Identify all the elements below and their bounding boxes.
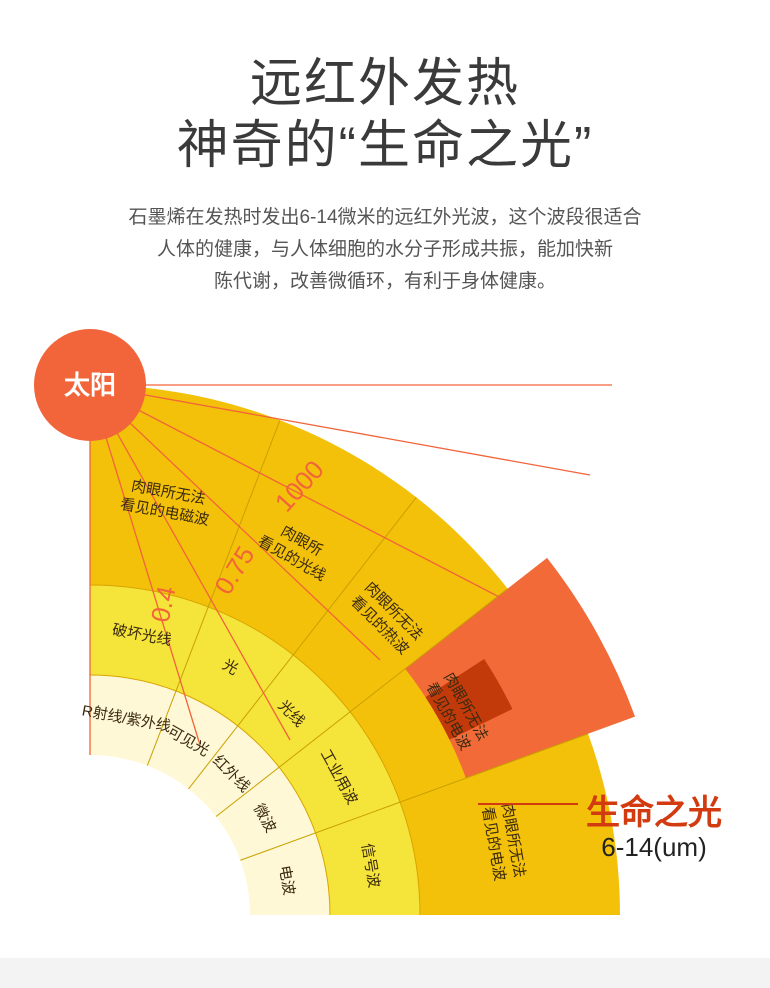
title-line-2: 神奇的“生命之光” (176, 117, 594, 175)
sector-4-inner-text-0: 电波 (275, 864, 297, 897)
description-line-3: 陈代谢，改善微循环，有利于身体健康。 (213, 271, 556, 292)
sector-divider-2 (188, 497, 417, 790)
sun-ray-2 (89, 384, 291, 741)
sector-divider-3 (215, 588, 508, 817)
sun-circle (34, 329, 146, 441)
sector-4-inner: 电波 (275, 864, 297, 897)
ring-outer (90, 385, 620, 915)
life-light-range: 6-14(um) (601, 832, 706, 862)
life-light-title: 生命之光 (586, 793, 722, 832)
life-light-band (425, 659, 513, 740)
life-light-callout: 生命之光 6-14(um) (478, 793, 722, 862)
boundary-0-4: 0.4 (145, 583, 182, 625)
sector-divider-1 (146, 420, 281, 766)
ring-separator-0 (89, 674, 331, 916)
bottom-band (0, 958, 770, 988)
sun-rays (89, 384, 612, 755)
ring-inner (90, 675, 330, 915)
sector-divider-4 (240, 733, 589, 861)
description-line-2: 人体的健康，与人体细胞的水分子形成共振，能加快新 (156, 239, 613, 260)
description-line-1: 石墨烯在发热时发出6-14微米的远红外光波，这个波段很适合 (128, 207, 642, 228)
sun: 太阳 (34, 329, 146, 441)
sun-ray-1 (89, 384, 201, 746)
sun-ray-3 (89, 384, 381, 661)
sector-1-middle-text-0: 光 (219, 656, 240, 678)
ring-middle (90, 585, 420, 915)
ring-separator-1 (89, 584, 421, 916)
title-line-1: 远红外发热 (249, 55, 520, 113)
sun-ray-5 (89, 384, 591, 476)
sun-label: 太阳 (64, 370, 116, 400)
sector-1-middle: 光 (219, 656, 240, 678)
spectrum-rings (89, 385, 636, 916)
sun-ray-4 (89, 384, 506, 601)
